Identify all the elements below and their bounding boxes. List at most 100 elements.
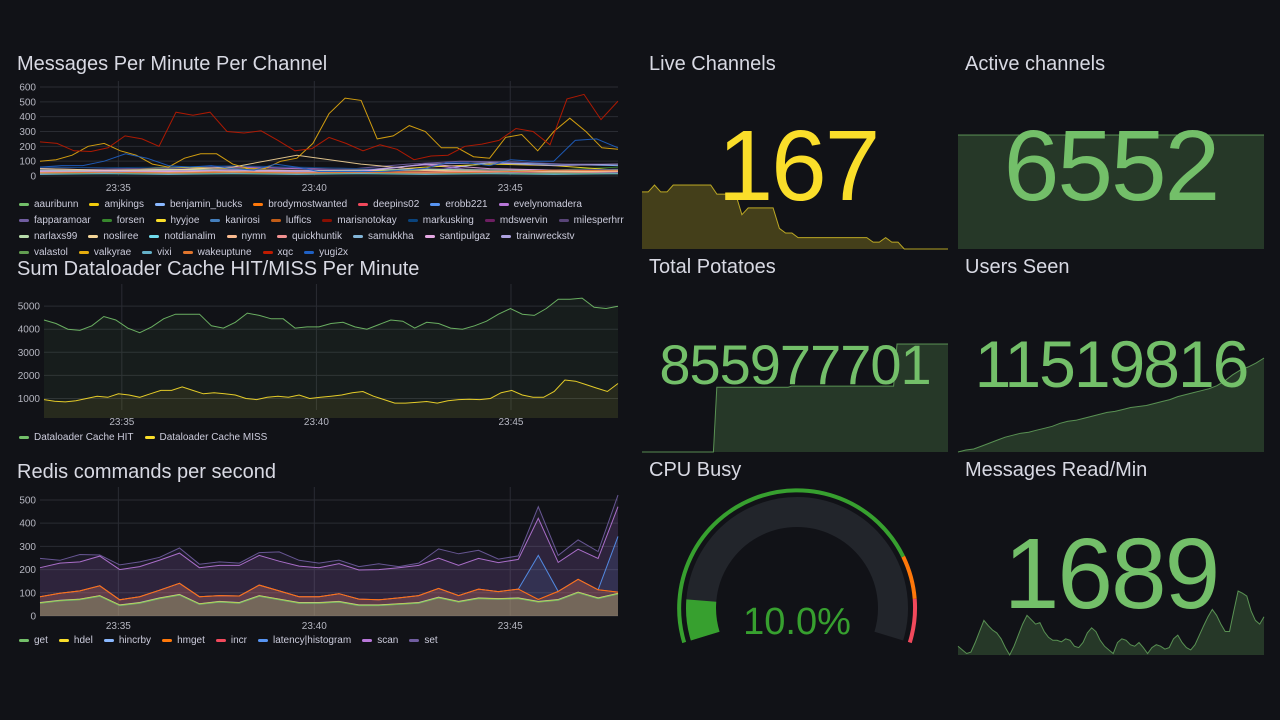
legend-label: luffics — [285, 215, 312, 226]
legend-item[interactable]: incr — [215, 635, 247, 646]
total-potatoes-sparkline — [642, 343, 948, 453]
legend-item[interactable]: hmget — [162, 635, 205, 646]
x-tick-label: 23:35 — [106, 183, 131, 194]
legend-item[interactable]: mdswervin — [484, 215, 548, 226]
y-tick-label: 2000 — [18, 371, 41, 382]
legend-swatch — [78, 251, 89, 254]
legend-item[interactable]: xqc — [262, 247, 293, 258]
legend-label: set — [424, 635, 438, 646]
legend-item[interactable]: santipulgaz — [424, 231, 490, 242]
panel-cpu-busy[interactable]: CPU Busy 10.0% — [642, 451, 948, 663]
y-tick-label: 0 — [30, 172, 36, 183]
panel-redis-commands[interactable]: Redis commands per second 0 100 200 300 400 5… — [10, 453, 630, 653]
panel-dataloader-cache[interactable]: Sum Dataloader Cache HIT/MISS Per Minute… — [10, 250, 630, 450]
legend-item[interactable]: Dataloader Cache HIT — [19, 432, 134, 443]
panel-messages-read[interactable]: Messages Read/Min 1689 — [957, 451, 1265, 663]
x-tick-label: 23:40 — [302, 183, 327, 194]
legend-item[interactable]: deepins02 — [358, 199, 419, 210]
legend-item[interactable]: valastol — [19, 247, 68, 258]
panel-active-channels[interactable]: Active channels 6552 — [958, 45, 1264, 250]
threshold-arc — [907, 598, 918, 644]
legend-label: hmget — [177, 635, 205, 646]
cpu-busy-value: 10.0% — [743, 601, 851, 643]
legend-item[interactable]: evelynomadera — [498, 199, 582, 210]
legend-item[interactable]: vixi — [142, 247, 172, 258]
x-tick-label: 23:45 — [498, 621, 523, 632]
legend-label: hyyjoe — [170, 215, 200, 226]
legend-item[interactable]: forsen — [101, 215, 145, 226]
legend-label: get — [34, 635, 48, 646]
legend-item[interactable]: brodymostwanted — [253, 199, 347, 210]
legend-label: Dataloader Cache MISS — [159, 432, 268, 443]
legend-item[interactable]: hdel — [58, 635, 93, 646]
panel-messages-per-channel[interactable]: Messages Per Minute Per Channel 0 100 200 3… — [10, 45, 630, 258]
legend-item[interactable]: notdianalim — [149, 231, 216, 242]
series-line-valkyrae — [39, 97, 619, 170]
legend-swatch — [277, 235, 287, 238]
legend-item[interactable]: milesperhrr — [558, 215, 624, 226]
messages-read-value: 1689 — [1003, 518, 1220, 630]
legend-item[interactable]: kanirosi — [210, 215, 260, 226]
legend-item[interactable]: fapparamoar — [19, 215, 91, 226]
legend-swatch — [304, 251, 315, 254]
legend-item[interactable]: markusking — [407, 215, 474, 226]
live-channels-value: 167 — [717, 110, 881, 222]
panel-total-potatoes[interactable]: Total Potatoes 855977701 — [642, 248, 948, 453]
legend-item[interactable]: scan — [362, 635, 398, 646]
legend-item[interactable]: quickhuntik — [277, 231, 342, 242]
y-tick-label: 100 — [19, 157, 36, 168]
y-tick-label: 4000 — [18, 325, 41, 336]
gauge-track — [686, 497, 908, 641]
chart-legend: get hdel hincrby hmget incr latency|histogram… — [19, 635, 629, 646]
series-area-latency-histogram — [40, 536, 618, 616]
legend-swatch — [142, 251, 153, 254]
legend-label: fapparamoar — [34, 215, 91, 226]
legend-swatch — [149, 235, 160, 238]
legend-item[interactable]: benjamin_bucks — [154, 199, 242, 210]
dataloader-chart: 1000 2000 3000 4000 5000 23:35 23:40 23:45 — [18, 284, 619, 428]
legend-item[interactable]: marisnotokay — [322, 215, 397, 226]
x-tick-label: 23:35 — [109, 417, 134, 428]
legend-item[interactable]: get — [19, 635, 48, 646]
legend-label: quickhuntik — [292, 231, 343, 242]
legend-label: Dataloader Cache HIT — [34, 432, 134, 443]
legend-item[interactable]: wakeuptune — [182, 247, 252, 258]
sparkline-area — [642, 185, 948, 249]
y-tick-label: 600 — [19, 83, 36, 94]
legend-item[interactable]: nosliree — [88, 231, 138, 242]
y-tick-label: 5000 — [18, 302, 41, 313]
legend-label: vixi — [157, 247, 172, 258]
legend-item[interactable]: valkyrae — [78, 247, 131, 258]
panel-title: Messages Read/Min — [965, 459, 1148, 481]
legend-item[interactable]: erobb221 — [430, 199, 488, 210]
users-seen-sparkline — [957, 357, 1265, 453]
legend-item[interactable]: narlaxs99 — [19, 231, 77, 242]
legend-item[interactable]: hincrby — [103, 635, 151, 646]
total-potatoes-value: 855977701 — [659, 333, 931, 396]
legend-swatch — [353, 235, 364, 238]
legend-swatch — [322, 219, 333, 222]
legend-item[interactable]: yugi2x — [304, 247, 348, 258]
y-tick-label: 200 — [19, 565, 36, 576]
legend-item[interactable]: amjkings — [89, 199, 144, 210]
y-tick-label: 1000 — [18, 394, 41, 405]
legend-swatch — [362, 639, 373, 642]
legend-item[interactable]: Dataloader Cache MISS — [144, 432, 268, 443]
panel-live-channels[interactable]: Live Channels 167 — [642, 45, 948, 250]
legend-item[interactable]: samukkha — [353, 231, 414, 242]
series-area-hincrby — [40, 592, 618, 616]
sparkline-line — [957, 590, 1265, 657]
panel-users-seen[interactable]: Users Seen 11519816 — [957, 248, 1265, 453]
legend-item[interactable]: nymn — [226, 231, 266, 242]
legend-item[interactable]: aauribunn — [19, 199, 78, 210]
series-area-hmget — [40, 579, 618, 616]
legend-item[interactable]: set — [409, 635, 438, 646]
legend-item[interactable]: trainwreckstv — [501, 231, 575, 242]
series-line-dataloader-cache-hit — [43, 297, 619, 334]
legend-item[interactable]: luffics — [270, 215, 312, 226]
legend-item[interactable]: hyyjoe — [155, 215, 200, 226]
series-line-yugi2x — [39, 138, 619, 172]
series-area-scan — [40, 506, 618, 616]
legend-item[interactable]: latency|histogram — [257, 635, 351, 646]
messages-read-sparkline — [957, 590, 1265, 657]
